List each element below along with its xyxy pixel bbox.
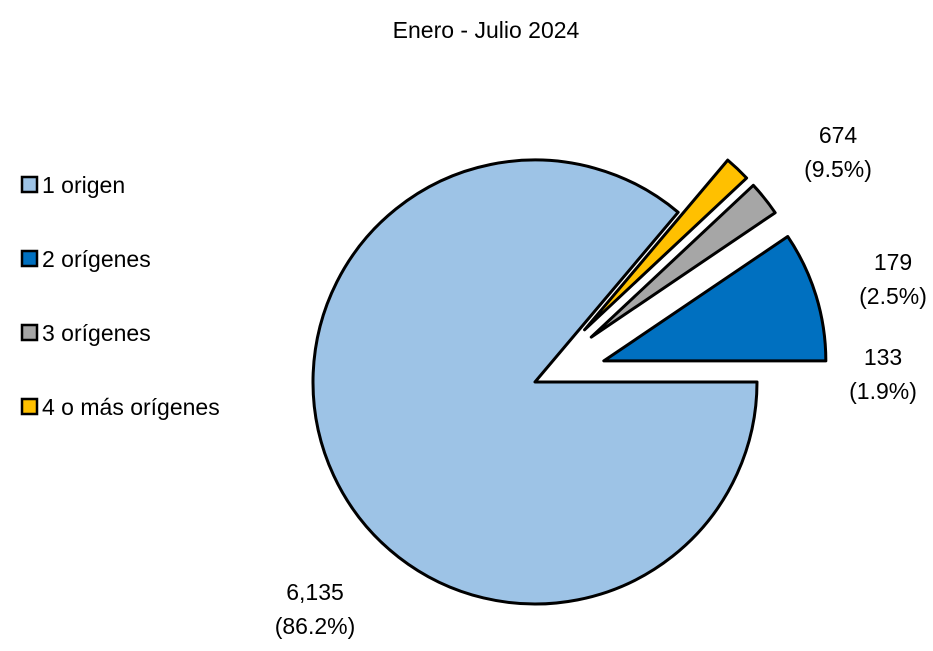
- pie-slice-3-origenes: [589, 183, 777, 339]
- data-label-value: 179: [874, 249, 912, 275]
- data-label-4-o-mas-origenes: 133 (1.9%): [849, 344, 917, 404]
- legend-swatch: [20, 397, 39, 416]
- legend-item-4-o-mas-origenes: 4 o más orígenes: [20, 394, 220, 420]
- data-label-2-origenes: 674 (9.5%): [804, 122, 872, 182]
- chart-legend: 1 origen 2 orígenes 3 orígenes 4 o más oríg…: [20, 172, 220, 420]
- legend-label: 3 orígenes: [42, 320, 151, 346]
- pie-slices: [311, 158, 828, 606]
- data-label-value: 674: [819, 122, 858, 148]
- data-labels: 6,135 (86.2%) 674 (9.5%) 179 (2.5%) 133 (1.9%): [275, 122, 927, 639]
- data-label-percent: (1.9%): [849, 378, 917, 404]
- data-label-percent: (9.5%): [804, 156, 872, 182]
- legend-item-1-origen: 1 origen: [20, 172, 125, 198]
- data-label-3-origenes: 179 (2.5%): [859, 249, 927, 309]
- chart-title: Enero - Julio 2024: [393, 17, 580, 43]
- data-label-value: 6,135: [286, 579, 344, 605]
- data-label-value: 133: [864, 344, 902, 370]
- legend-item-3-origenes: 3 orígenes: [20, 320, 151, 346]
- pie-slice-4-o-mas-origenes: [583, 158, 749, 332]
- legend-swatch: [20, 323, 39, 342]
- pie-slice-1-origen: [311, 158, 759, 606]
- legend-swatch: [20, 249, 39, 268]
- pie-slice-2-origenes: [602, 235, 828, 363]
- data-label-percent: (2.5%): [859, 283, 927, 309]
- data-label-1-origen: 6,135 (86.2%): [275, 579, 356, 639]
- data-label-percent: (86.2%): [275, 613, 356, 639]
- legend-label: 4 o más orígenes: [42, 394, 220, 420]
- legend-swatch: [20, 175, 39, 194]
- legend-label: 1 origen: [42, 172, 125, 198]
- legend-item-2-origenes: 2 orígenes: [20, 246, 151, 272]
- legend-label: 2 orígenes: [42, 246, 151, 272]
